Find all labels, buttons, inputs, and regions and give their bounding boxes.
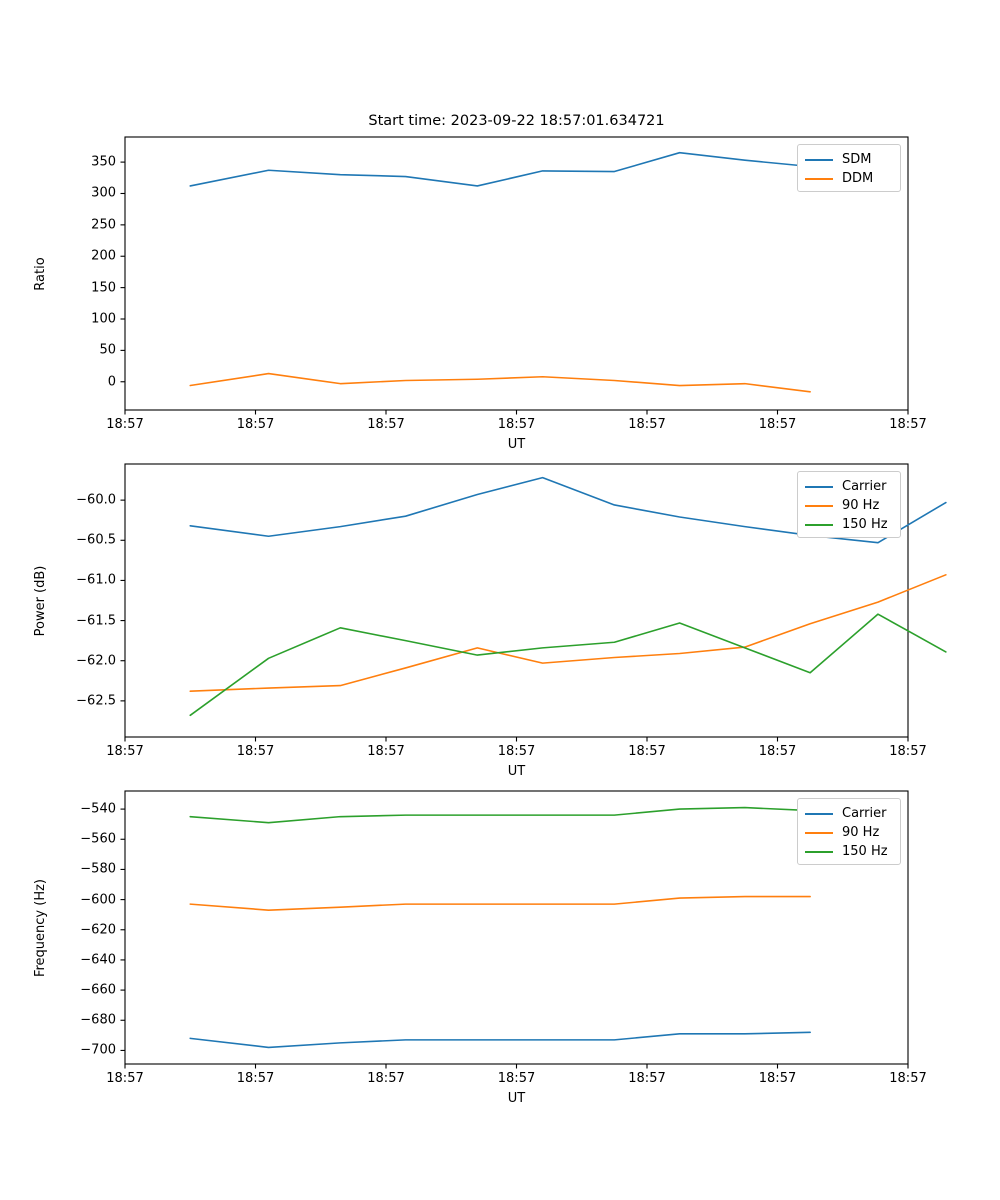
x-tick-label: 18:57: [758, 417, 797, 432]
legend-label: 90 Hz: [842, 498, 880, 513]
power-panel-legend[interactable]: Carrier 90 Hz 150 Hz: [797, 471, 901, 538]
legend-item[interactable]: 90 Hz: [805, 496, 893, 515]
legend-item[interactable]: SDM: [805, 150, 893, 169]
legend-label: DDM: [842, 171, 874, 186]
legend-line-swatch-icon: [805, 831, 833, 834]
legend-label: 150 Hz: [842, 517, 888, 532]
y-tick-label: 50: [99, 342, 116, 358]
y-tick-label: −62.0: [76, 653, 116, 669]
x-axis-label: UT: [507, 1091, 526, 1106]
legend-line-swatch-icon: [805, 177, 833, 180]
legend-label: 150 Hz: [842, 844, 888, 859]
x-axis-label: UT: [507, 437, 526, 452]
y-tick-label: −680: [80, 1012, 116, 1028]
x-tick-label: 18:57: [628, 744, 666, 759]
y-tick-label: −580: [80, 861, 116, 877]
y-tick-label: 250: [91, 217, 116, 233]
x-tick-label: 18:57: [497, 1071, 536, 1086]
y-tick-label: 200: [91, 248, 116, 264]
legend-item[interactable]: Carrier: [805, 477, 893, 496]
y-tick-label: −600: [80, 892, 116, 908]
series-line-150-hz: [189, 613, 947, 717]
x-tick-label: 18:57: [367, 1071, 405, 1086]
y-tick-label: −60.5: [76, 532, 116, 548]
y-tick-label: −540: [80, 801, 116, 817]
x-tick-label: 18:57: [758, 744, 797, 759]
series-line-carrier: [189, 1031, 811, 1049]
series-line-sdm: [189, 151, 811, 187]
legend-line-swatch-icon: [805, 504, 833, 507]
x-tick-label: 18:57: [106, 1071, 144, 1086]
y-tick-label: 150: [91, 280, 116, 296]
x-tick-label: 18:57: [236, 744, 275, 759]
legend-item[interactable]: 150 Hz: [805, 842, 893, 861]
legend-label: Carrier: [842, 479, 887, 494]
y-tick-label: −62.5: [76, 693, 116, 709]
y-tick-label: −700: [80, 1042, 116, 1058]
legend-item[interactable]: DDM: [805, 169, 893, 188]
x-tick-label: 18:57: [497, 417, 536, 432]
y-tick-label: 100: [91, 311, 116, 327]
legend-line-swatch-icon: [805, 523, 833, 526]
legend-label: Carrier: [842, 806, 887, 821]
y-axis-label: Ratio: [33, 256, 48, 291]
x-axis-label: UT: [507, 764, 526, 779]
x-tick-label: 18:57: [367, 417, 405, 432]
axes-frame: [124, 790, 909, 1065]
x-tick-label: 18:57: [889, 417, 927, 432]
y-tick-label: −61.5: [76, 613, 116, 629]
legend-item[interactable]: Carrier: [805, 804, 893, 823]
y-tick-label: −640: [80, 952, 116, 968]
x-tick-label: 18:57: [628, 1071, 666, 1086]
frequency-panel-legend[interactable]: Carrier 90 Hz 150 Hz: [797, 798, 901, 865]
y-axis-label: Power (dB): [33, 565, 48, 636]
ratio-panel-legend[interactable]: SDM DDM: [797, 144, 901, 192]
y-tick-label: 300: [91, 185, 116, 201]
y-axis-label: Frequency (Hz): [33, 878, 48, 977]
legend-line-swatch-icon: [805, 850, 833, 853]
legend-line-swatch-icon: [805, 812, 833, 815]
x-tick-label: 18:57: [497, 744, 536, 759]
legend-item[interactable]: 90 Hz: [805, 823, 893, 842]
y-tick-label: 350: [91, 154, 116, 170]
x-tick-label: 18:57: [889, 744, 927, 759]
y-tick-label: −620: [80, 922, 116, 938]
x-tick-label: 18:57: [628, 417, 666, 432]
x-tick-label: 18:57: [367, 744, 405, 759]
x-tick-label: 18:57: [236, 417, 275, 432]
x-tick-label: 18:57: [889, 1071, 927, 1086]
x-tick-label: 18:57: [236, 1071, 275, 1086]
y-tick-label: −60.0: [76, 492, 116, 508]
series-line-ddm: [189, 372, 811, 393]
y-tick-label: 0: [107, 374, 116, 390]
y-tick-label: −560: [80, 831, 116, 847]
legend-line-swatch-icon: [805, 485, 833, 488]
x-tick-label: 18:57: [106, 744, 144, 759]
legend-label: SDM: [842, 152, 872, 167]
series-line-90-hz: [189, 895, 811, 911]
legend-label: 90 Hz: [842, 825, 880, 840]
legend-line-swatch-icon: [805, 158, 833, 161]
series-line-90-hz: [189, 574, 947, 693]
y-tick-label: −61.0: [76, 572, 116, 588]
x-tick-label: 18:57: [758, 1071, 797, 1086]
x-tick-label: 18:57: [106, 417, 144, 432]
legend-item[interactable]: 150 Hz: [805, 515, 893, 534]
series-line-150-hz: [189, 806, 811, 824]
y-tick-label: −660: [80, 982, 116, 998]
figure-title: Start time: 2023-09-22 18:57:01.634721: [368, 113, 665, 129]
